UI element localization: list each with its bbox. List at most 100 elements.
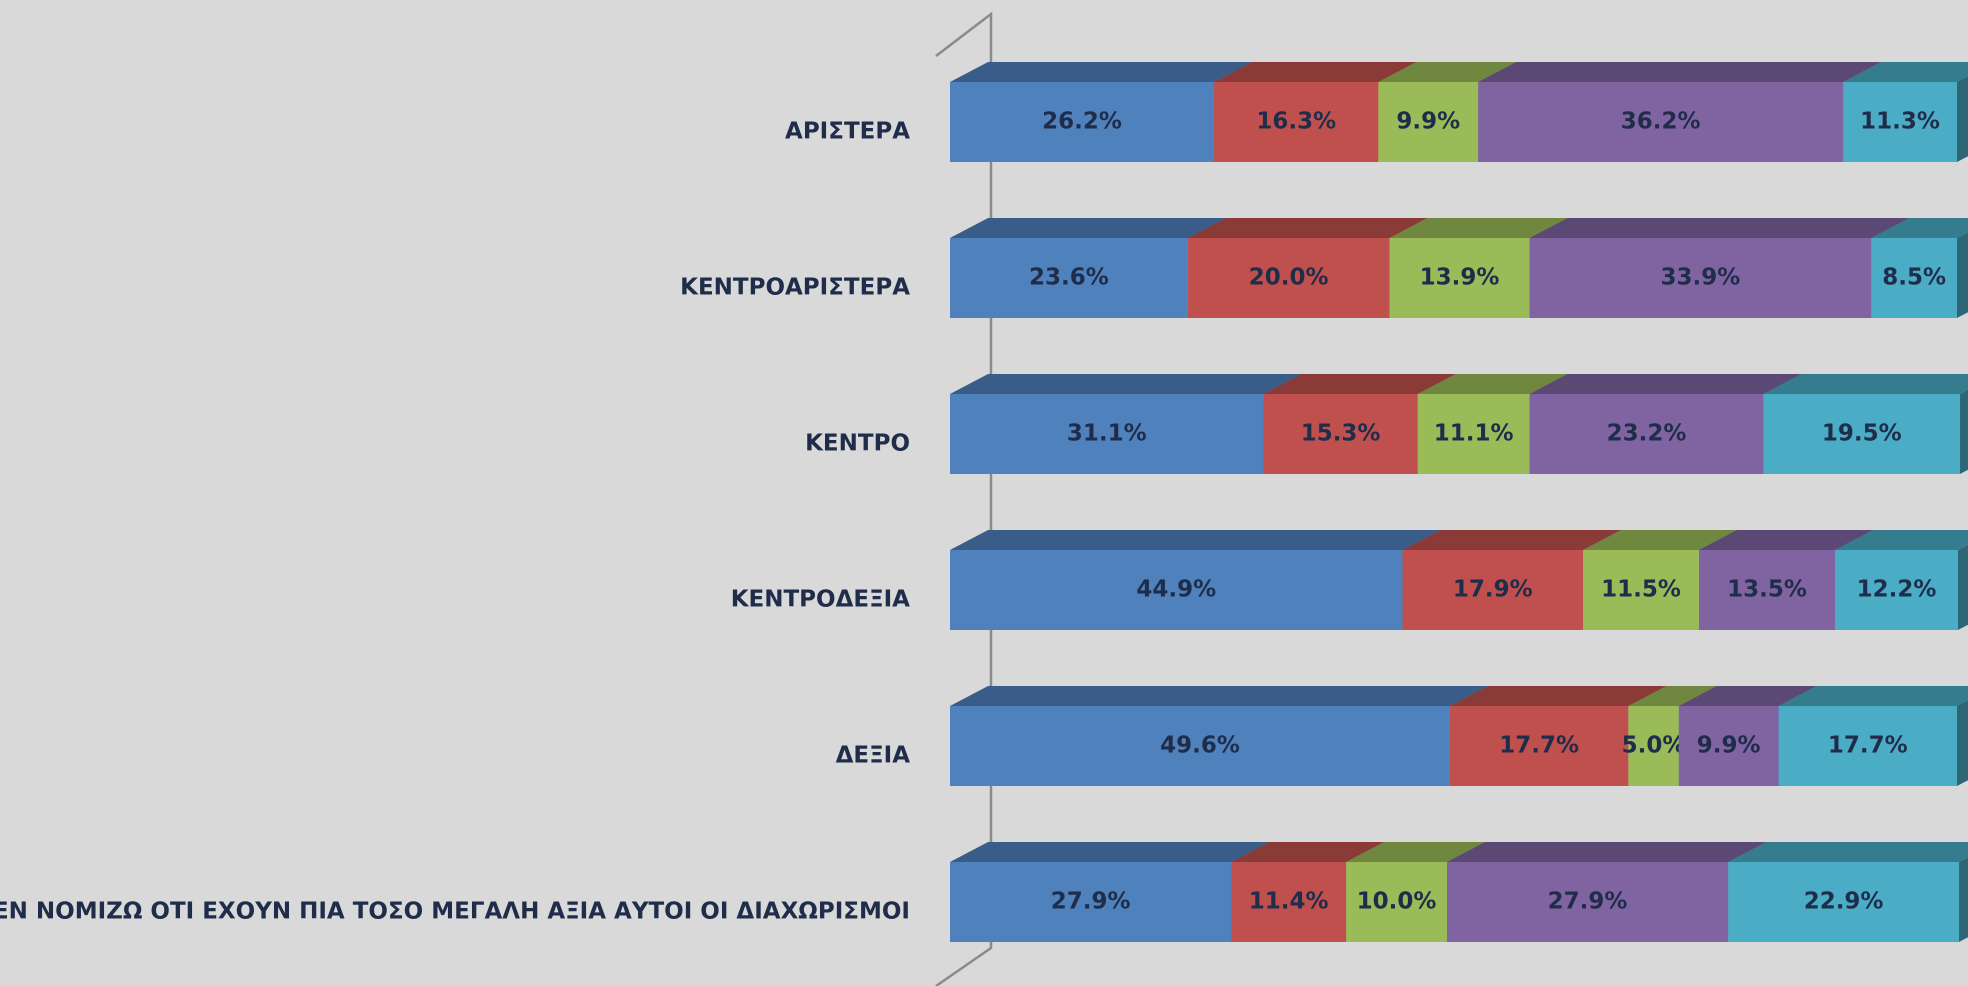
value-label: 44.9%: [1136, 577, 1216, 603]
bar-segment: [1678, 706, 1779, 786]
value-label: 27.9%: [1548, 889, 1628, 915]
value-label: 5.0%: [1622, 733, 1686, 759]
value-label: 9.9%: [1697, 733, 1761, 759]
bar-top-face: [950, 530, 1441, 550]
value-label: 12.2%: [1857, 577, 1937, 603]
bar-top-face: [1728, 842, 1968, 862]
bar-segment: [1378, 82, 1479, 162]
bar-side-face: [1958, 544, 1968, 630]
bar-segment: [1835, 550, 1958, 630]
bar-segment: [1449, 706, 1629, 786]
bar-top-face: [950, 842, 1270, 862]
bar-segment: [1763, 394, 1961, 474]
bar-top-face: [1446, 842, 1767, 862]
bar-segment: [1843, 82, 1957, 162]
bar-top-face: [1378, 62, 1517, 82]
bar-top-face: [1583, 530, 1737, 550]
category-label: ΑΡΙΣΤΕΡΑ: [785, 119, 910, 145]
bar-top-face: [1835, 530, 1968, 550]
value-label: 17.9%: [1453, 577, 1533, 603]
value-label: 11.1%: [1434, 421, 1514, 447]
value-label: 15.3%: [1301, 421, 1381, 447]
bar-segment: [1402, 550, 1584, 630]
bar-top-face: [1417, 374, 1568, 394]
bar-top-face: [1698, 530, 1874, 550]
bar-segment: [1231, 862, 1347, 942]
bar-segment: [1389, 238, 1530, 318]
bar-side-face: [1959, 857, 1968, 942]
value-label: 33.9%: [1661, 265, 1741, 291]
bar-top-face: [950, 62, 1253, 82]
bar-top-face: [1778, 686, 1968, 706]
bar-segment: [1187, 238, 1390, 318]
value-label: 17.7%: [1499, 733, 1579, 759]
value-label: 23.6%: [1029, 265, 1109, 291]
bar-segment: [1529, 238, 1872, 318]
category-label: ΚΕΝΤΡΟ: [805, 431, 910, 457]
bar-side-face: [1956, 232, 1968, 318]
bar-top-face: [1389, 218, 1568, 238]
bar-side-face: [1960, 389, 1968, 474]
bar-top-face: [950, 686, 1488, 706]
bar-top-face: [1628, 686, 1717, 706]
bar-top-face: [1214, 62, 1417, 82]
value-label: 26.2%: [1042, 109, 1122, 135]
value-label: 10.0%: [1357, 889, 1437, 915]
bar-segment: [950, 82, 1215, 162]
bar-top-face: [950, 374, 1302, 394]
category-label: ΔΕΝ ΝΟΜΙΖΩ ΟΤΙ ΕΧΟΥΝ ΠΙΑ ΤΟΣΟ ΜΕΓΑΛΗ ΑΞΙ…: [0, 899, 910, 925]
bar-top-face: [1402, 530, 1622, 550]
value-label: 17.7%: [1828, 733, 1908, 759]
bar-segment: [1778, 706, 1957, 786]
bar-top-face: [950, 218, 1226, 238]
bar-segment: [1583, 550, 1699, 630]
bar-top-face: [1529, 374, 1802, 394]
bar-segment: [1346, 862, 1447, 942]
category-label: ΚΕΝΤΡΟΔΕΞΙΑ: [731, 587, 910, 613]
bar-segment: [950, 550, 1403, 630]
bar-side-face: [1956, 700, 1968, 786]
value-label: 20.0%: [1249, 265, 1329, 291]
bar-side-face: [1956, 76, 1968, 162]
bar-segment: [1446, 862, 1729, 942]
value-label: 49.6%: [1160, 733, 1240, 759]
bar-top-face: [1449, 686, 1667, 706]
bar-segment: [1478, 82, 1844, 162]
bar-segment: [950, 394, 1264, 474]
bar-segment: [1698, 550, 1836, 630]
bar-top-face: [1346, 842, 1485, 862]
bar-top-face: [1678, 686, 1817, 706]
bar-segment: [1628, 706, 1679, 786]
bar-top-face: [1187, 218, 1428, 238]
bar-segment: [1417, 394, 1530, 474]
value-label: 22.9%: [1804, 889, 1884, 915]
bar-top-face: [1529, 218, 1910, 238]
value-label: 8.5%: [1882, 265, 1946, 291]
value-label: 16.3%: [1256, 109, 1336, 135]
value-label: 11.4%: [1249, 889, 1329, 915]
category-label: ΔΕΞΙΑ: [836, 743, 911, 769]
value-label: 23.2%: [1607, 421, 1687, 447]
bar-segment: [950, 238, 1188, 318]
bar-top-face: [1843, 62, 1968, 82]
bar-segment: [950, 862, 1232, 942]
bar-segment: [1728, 862, 1960, 942]
value-label: 31.1%: [1067, 421, 1147, 447]
bar-segment: [1871, 238, 1957, 318]
value-label: 36.2%: [1621, 109, 1701, 135]
value-label: 11.5%: [1601, 577, 1681, 603]
value-label: 9.9%: [1396, 109, 1460, 135]
value-label: 11.3%: [1860, 109, 1940, 135]
bar-top-face: [1263, 374, 1456, 394]
value-label: 13.9%: [1420, 265, 1500, 291]
category-label: ΚΕΝΤΡΟΑΡΙΣΤΕΡΑ: [680, 275, 910, 301]
bar-top-face: [1763, 374, 1968, 394]
value-label: 13.5%: [1727, 577, 1807, 603]
bar-segment: [1214, 82, 1379, 162]
bar-top-face: [1871, 218, 1968, 238]
bar-segment: [950, 706, 1450, 786]
bar-segment: [1529, 394, 1764, 474]
